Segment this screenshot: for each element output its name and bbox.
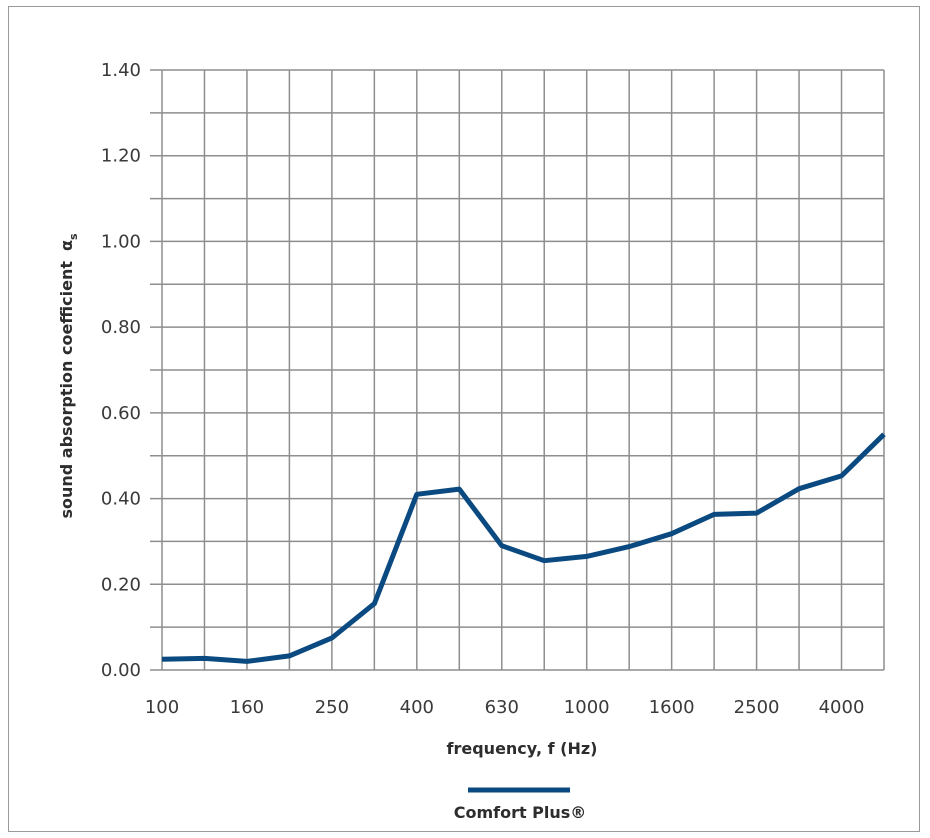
x-tick-label: 400	[400, 697, 434, 718]
chart-frame	[8, 6, 920, 832]
grid	[150, 69, 885, 671]
y-tick-label: 0.00	[101, 660, 141, 681]
x-tick-label: 1000	[564, 697, 610, 718]
y-axis-title: sound absorption coefficient αs	[57, 233, 80, 519]
x-tick-label: 4000	[819, 697, 865, 718]
y-tick-label: 1.00	[101, 231, 141, 252]
x-tick-label: 160	[230, 697, 264, 718]
y-tick-label: 0.80	[101, 317, 141, 338]
y-axis-subscript: s	[67, 233, 80, 240]
y-tick-label: 1.40	[101, 60, 141, 81]
series-line	[161, 432, 886, 664]
x-tick-label: 2500	[734, 697, 780, 718]
x-tick-label: 630	[485, 697, 519, 718]
y-tick-label: 0.20	[101, 574, 141, 595]
series-lines	[161, 432, 886, 664]
y-tick-label: 1.20	[101, 146, 141, 167]
y-tick-label: 0.40	[101, 489, 141, 510]
y-tick-label: 0.60	[101, 403, 141, 424]
x-tick-label: 1600	[649, 697, 695, 718]
y-axis-symbol: α	[57, 240, 76, 251]
x-tick-label: 100	[145, 697, 179, 718]
y-tick-labels: 0.00 0.20 0.40 0.60 0.80 1.00 1.20 1.40	[101, 60, 141, 681]
legend-label: Comfort Plus®	[454, 803, 587, 822]
x-tick-labels: 100 160 250 400 630 1000 1600 2500 4000	[145, 697, 865, 718]
x-axis-title: frequency, f (Hz)	[447, 739, 598, 758]
y-axis-label: sound absorption coefficient	[57, 261, 76, 519]
x-tick-label: 250	[315, 697, 349, 718]
